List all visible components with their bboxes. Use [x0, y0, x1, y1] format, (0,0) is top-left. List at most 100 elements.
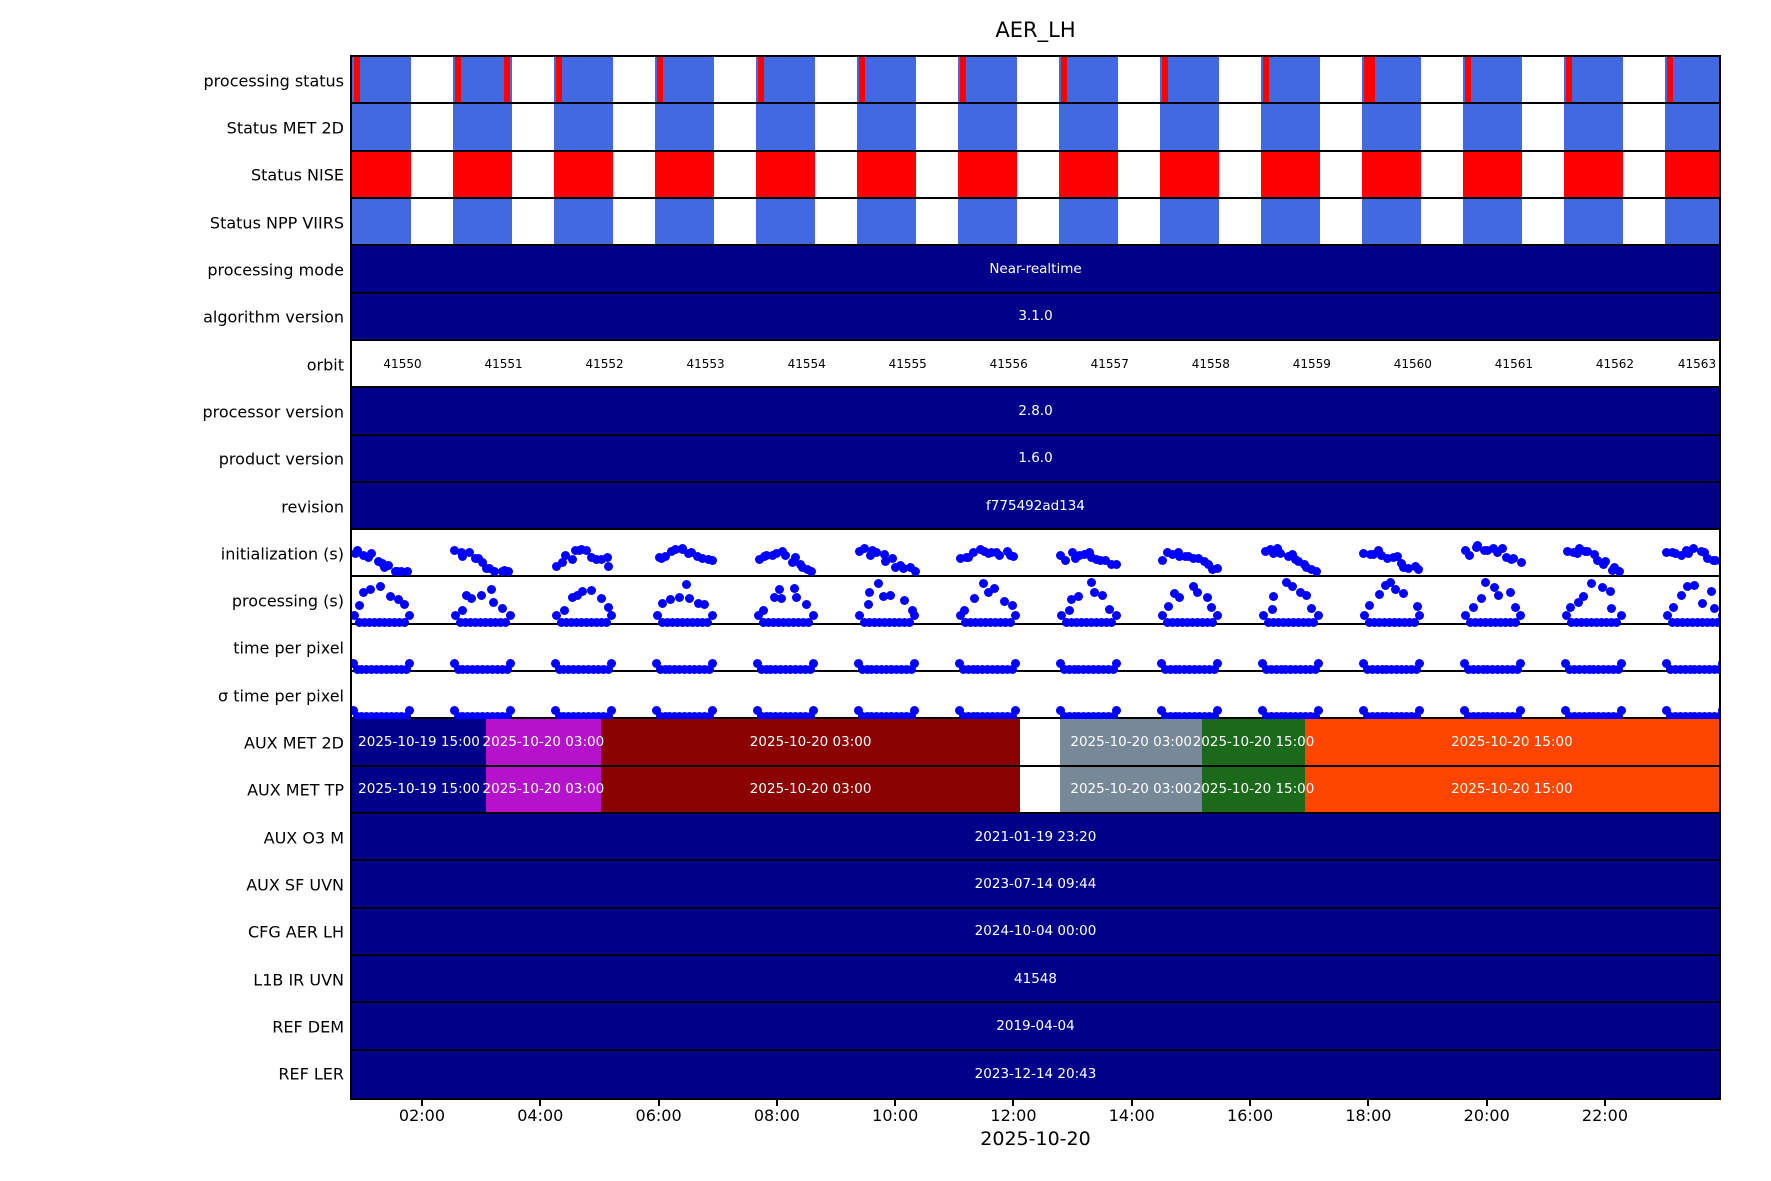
- status-error-stripe: [556, 57, 563, 103]
- status-block: [1362, 151, 1422, 197]
- x-tick-mark: [1012, 1098, 1015, 1106]
- row-value-text: 2019-04-04: [996, 1018, 1075, 1035]
- status-error-stripe: [1162, 57, 1169, 103]
- timeline-row: [352, 530, 1719, 578]
- aux-segment-label: 2025-10-20 15:00: [1451, 734, 1573, 751]
- aux-segment-label: 2025-10-20 03:00: [749, 781, 872, 798]
- status-block: [1059, 198, 1119, 245]
- x-tick-mark: [894, 1098, 897, 1106]
- row-value-text: 2023-12-14 20:43: [974, 1066, 1097, 1083]
- status-block: [655, 198, 715, 245]
- orbit-number: 41558: [1191, 356, 1230, 371]
- status-block: [1160, 151, 1220, 197]
- row-label: L1B IR UVN: [253, 970, 344, 990]
- x-tick-label: 08:00: [753, 1106, 800, 1125]
- x-tick-label: 22:00: [1581, 1106, 1629, 1125]
- row-label: AUX MET 2D: [244, 733, 344, 753]
- status-block: [655, 151, 715, 197]
- timeline-row: 2019-04-04: [352, 1003, 1719, 1051]
- status-error-stripe: [354, 57, 360, 103]
- row-value-text: 41548: [1014, 970, 1057, 987]
- x-tick-mark: [1485, 1098, 1488, 1106]
- orbit-number: 41562: [1595, 356, 1635, 371]
- aux-time-segment: [1020, 766, 1061, 813]
- status-block: [453, 198, 513, 245]
- status-block: [1261, 151, 1321, 197]
- status-block: [1261, 198, 1321, 245]
- timeline-row: 41548: [352, 956, 1719, 1004]
- status-block: [352, 151, 411, 197]
- status-block: [958, 104, 1018, 150]
- status-block: [1160, 104, 1220, 150]
- timeline-row: 2021-01-19 23:20: [352, 814, 1719, 862]
- row-label: Status NISE: [250, 165, 344, 185]
- status-block: [1564, 57, 1624, 103]
- timeline-row: [352, 625, 1719, 673]
- status-block: [857, 151, 917, 197]
- status-block: [1463, 198, 1523, 245]
- row-value-text: f775492ad134: [986, 497, 1085, 514]
- status-block: [1160, 198, 1220, 245]
- timeline-row: 2023-07-14 09:44: [352, 861, 1719, 909]
- status-block: [1665, 57, 1719, 103]
- status-error-stripe: [1667, 57, 1674, 103]
- status-block: [756, 151, 816, 197]
- status-block: [1261, 57, 1321, 103]
- orbit-number: 41561: [1494, 356, 1533, 371]
- aux-time-segment: [352, 719, 486, 765]
- status-block: [1564, 151, 1624, 197]
- status-block: [958, 151, 1018, 197]
- status-block: [1059, 104, 1119, 150]
- status-block: [857, 198, 917, 245]
- status-block: [1463, 104, 1523, 150]
- x-tick-mark: [657, 1098, 660, 1106]
- row-label: product version: [218, 449, 344, 469]
- aux-segment-label: 2025-10-20 15:00: [1192, 734, 1315, 751]
- timeline-row: 2024-10-04 00:00: [352, 908, 1719, 957]
- status-block: [655, 104, 715, 150]
- x-tick-mark: [775, 1098, 778, 1106]
- status-error-stripe: [455, 57, 462, 103]
- aux-segment-label: 2025-10-20 03:00: [1070, 734, 1193, 751]
- status-block: [554, 57, 614, 103]
- row-label: REF LER: [278, 1064, 344, 1084]
- status-error-stripe: [1263, 57, 1270, 103]
- orbit-number: 41550: [383, 356, 422, 371]
- status-error-stripe: [1061, 57, 1068, 103]
- status-block: [1463, 57, 1523, 103]
- timeline-row: [352, 151, 1719, 199]
- aux-segment-label: 2025-10-19 15:00: [358, 781, 480, 798]
- x-tick-label: 10:00: [872, 1106, 919, 1125]
- status-block: [1564, 198, 1624, 245]
- status-block: [1665, 104, 1719, 150]
- row-label: processing status: [203, 71, 344, 91]
- status-error-stripe: [1566, 57, 1573, 103]
- timeline-row: 2023-12-14 20:43: [352, 1050, 1719, 1098]
- status-block: [453, 57, 513, 103]
- status-block: [655, 57, 715, 103]
- row-label: algorithm version: [203, 307, 344, 327]
- status-block: [554, 104, 614, 150]
- aux-segment-label: 2025-10-20 03:00: [1070, 781, 1193, 798]
- aux-segment-label: 2025-10-20 15:00: [1451, 781, 1573, 798]
- status-error-stripe: [1364, 57, 1376, 103]
- status-block: [352, 104, 411, 150]
- aux-segment-label: 2025-10-19 15:00: [358, 734, 480, 751]
- status-error-stripe: [758, 57, 765, 103]
- row-label: initialization (s): [220, 544, 344, 564]
- x-tick-mark: [1249, 1098, 1252, 1106]
- aux-time-segment: [1060, 719, 1203, 765]
- aux-time-segment: [1060, 766, 1203, 813]
- aux-time-segment: [1020, 719, 1061, 765]
- status-block: [352, 57, 411, 103]
- status-error-stripe: [504, 57, 511, 103]
- row-label: σ time per pixel: [218, 686, 344, 706]
- timeline-row: [352, 57, 1719, 105]
- status-block: [1665, 198, 1719, 245]
- row-label: revision: [281, 497, 344, 517]
- x-tick-label: 14:00: [1108, 1106, 1155, 1125]
- timeline-row: 2.8.0: [352, 388, 1719, 436]
- x-tick-label: 18:00: [1345, 1106, 1392, 1125]
- aux-segment-label: 2025-10-20 03:00: [482, 781, 605, 798]
